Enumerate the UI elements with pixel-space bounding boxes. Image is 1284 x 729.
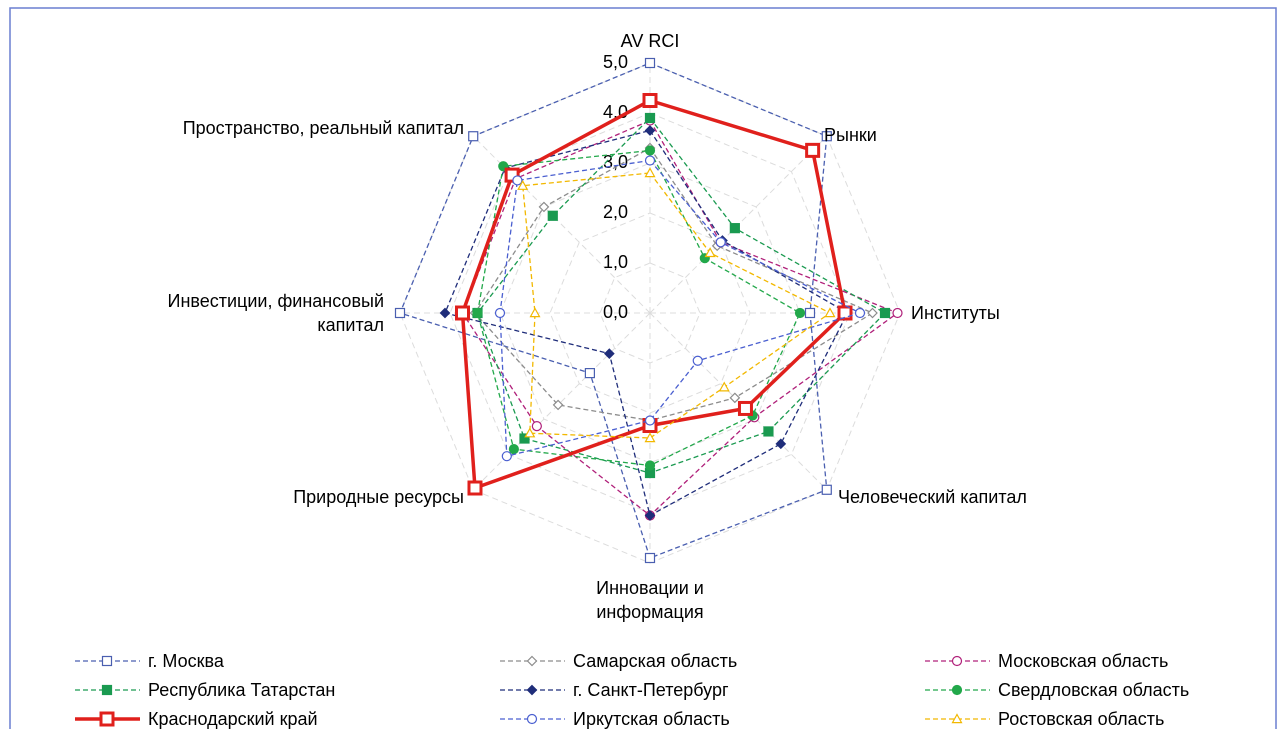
- point: [729, 223, 740, 234]
- series-line: [461, 119, 899, 517]
- legend-label: Республика Татарстан: [148, 680, 335, 700]
- point: [715, 237, 726, 248]
- series: [472, 145, 806, 471]
- point: [729, 392, 741, 404]
- grid-spoke: [472, 135, 651, 314]
- grid-ring: [549, 212, 751, 414]
- point: [644, 155, 656, 166]
- point: [526, 713, 538, 725]
- series: [439, 125, 853, 521]
- point: [775, 438, 787, 450]
- point: [467, 480, 483, 496]
- axis-label: Институты: [911, 303, 1000, 323]
- point: [805, 142, 821, 158]
- point: [644, 432, 656, 443]
- point: [526, 655, 538, 667]
- point: [508, 444, 519, 455]
- point: [644, 415, 656, 426]
- legend-label: г. Санкт-Петербург: [573, 680, 729, 700]
- point: [821, 131, 832, 142]
- series: [457, 115, 903, 521]
- point: [531, 421, 542, 432]
- axis-label: Инновации и информация: [596, 578, 704, 622]
- point: [951, 684, 963, 696]
- axis-label: Инвестиции, финансовый капитал: [167, 291, 385, 335]
- point: [892, 307, 903, 319]
- frame: [9, 7, 1277, 729]
- point: [439, 307, 451, 319]
- point: [704, 247, 716, 258]
- axis-label: Природные ресурсы: [293, 487, 464, 507]
- r-tick-label: 0,0: [603, 302, 628, 322]
- point: [529, 307, 541, 318]
- point: [879, 307, 891, 319]
- point: [99, 711, 115, 727]
- r-tick-label: 1,0: [603, 252, 628, 272]
- point: [603, 348, 615, 360]
- point: [644, 125, 656, 136]
- point: [552, 399, 564, 411]
- point: [538, 201, 550, 213]
- series: [455, 93, 853, 496]
- point: [644, 552, 656, 564]
- point: [854, 307, 866, 319]
- point: [394, 307, 406, 319]
- point: [951, 713, 963, 724]
- series-line: [499, 159, 862, 458]
- point: [547, 210, 558, 221]
- point: [821, 484, 832, 495]
- point: [837, 305, 853, 321]
- point: [526, 684, 538, 696]
- series: [494, 155, 866, 462]
- point: [494, 307, 506, 319]
- point: [692, 355, 703, 366]
- point: [804, 307, 816, 319]
- axis-label: Пространство, реальный капитал: [182, 118, 464, 138]
- point: [101, 655, 113, 667]
- point: [644, 460, 656, 471]
- legend-label: Самарская область: [573, 651, 737, 671]
- point: [501, 451, 512, 462]
- point: [584, 368, 595, 379]
- axis-label: AV RCI: [621, 31, 680, 51]
- point: [644, 57, 656, 69]
- point: [644, 167, 656, 178]
- point: [951, 655, 963, 667]
- point: [644, 112, 656, 124]
- r-tick-label: 2,0: [603, 202, 628, 222]
- legend-label: Московская область: [998, 651, 1168, 671]
- point: [824, 307, 836, 318]
- point: [737, 400, 753, 416]
- grid-ring: [499, 162, 801, 464]
- point: [519, 433, 530, 444]
- point: [472, 307, 483, 319]
- point: [763, 426, 774, 437]
- point: [455, 305, 470, 321]
- point: [644, 510, 656, 521]
- point: [642, 93, 658, 108]
- point: [512, 175, 523, 186]
- point: [524, 427, 536, 438]
- legend-label: г. Москва: [148, 651, 225, 671]
- legend-label: Свердловская область: [998, 680, 1189, 700]
- r-tick-label: 5,0: [603, 52, 628, 72]
- legend-label: Иркутская область: [573, 709, 730, 729]
- axis-label: Человеческий капитал: [838, 487, 1027, 507]
- point: [644, 145, 656, 156]
- point: [517, 179, 529, 190]
- series-line: [522, 172, 832, 439]
- point: [468, 131, 479, 142]
- legend-label: Ростовская область: [998, 709, 1164, 729]
- point: [101, 684, 113, 696]
- legend-label: Краснодарский край: [148, 709, 318, 729]
- series: [517, 167, 836, 443]
- point: [718, 381, 730, 392]
- point: [867, 307, 878, 319]
- point: [794, 307, 806, 319]
- axis-label: Рынки: [824, 125, 877, 145]
- grid-spoke: [472, 312, 651, 491]
